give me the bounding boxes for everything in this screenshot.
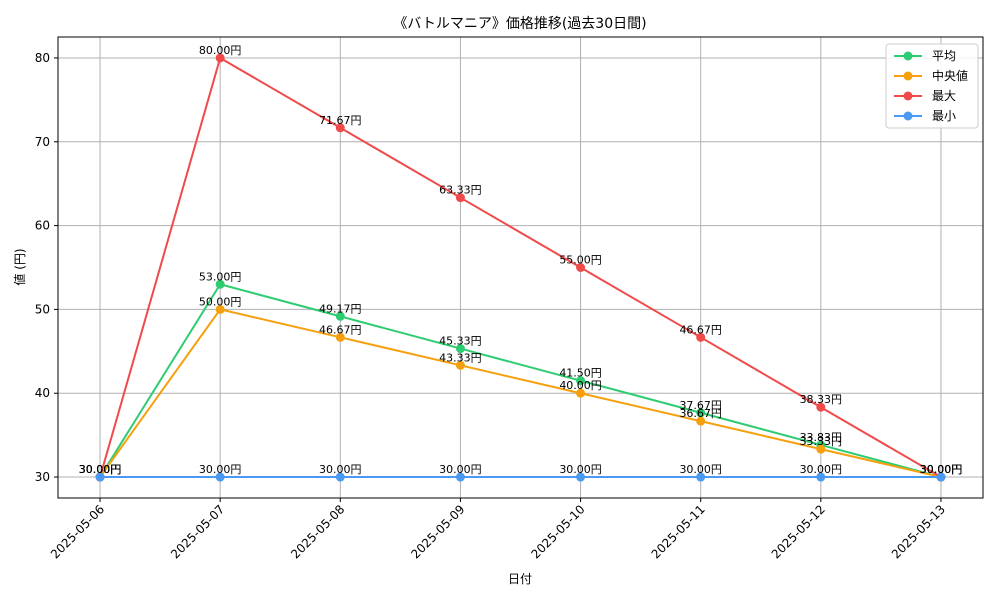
data-point [696, 408, 706, 418]
data-label: 63.33円 [439, 184, 482, 197]
legend-marker [903, 71, 913, 81]
data-point [455, 360, 465, 370]
x-tick-label: 2025-05-07 [168, 502, 227, 561]
data-label: 33.33円 [800, 435, 843, 448]
data-label: 36.67円 [679, 407, 722, 420]
data-point [455, 344, 465, 354]
data-point [696, 332, 706, 342]
data-label: 80.00円 [199, 44, 242, 57]
legend-label: 最小 [932, 109, 956, 123]
data-point [455, 472, 465, 482]
data-label: 40.00円 [559, 379, 602, 392]
series-group [95, 53, 946, 482]
legend-marker [903, 111, 913, 121]
legend-label: 中央値 [932, 68, 968, 83]
data-label: 41.50円 [559, 367, 602, 380]
data-label: 43.33円 [439, 351, 482, 364]
data-label: 55.00円 [559, 254, 602, 267]
data-point [816, 444, 826, 454]
y-tick-label: 70 [35, 135, 50, 149]
x-axis-label: 日付 [508, 572, 532, 586]
x-tick-label: 2025-05-06 [48, 502, 107, 561]
data-label: 46.67円 [679, 323, 722, 336]
data-labels: 30.00円 53.00円 49.17円 45.33円 41.50円 37.67円 33.8… [79, 44, 962, 476]
x-tick-label: 2025-05-12 [769, 502, 828, 561]
x-tick-label: 2025-05-09 [408, 502, 467, 561]
plot-frame [57, 36, 984, 499]
data-label: 30.00円 [920, 463, 963, 476]
data-label: 30.00円 [800, 463, 843, 476]
data-point [576, 263, 586, 272]
data-point [95, 472, 105, 482]
y-tick-label: 50 [35, 302, 50, 316]
data-point [816, 402, 826, 412]
grid-lines [58, 37, 983, 498]
x-tick-label: 2025-05-13 [889, 502, 948, 561]
data-label: 30.00円 [319, 463, 362, 476]
data-point [215, 472, 225, 482]
data-label: 45.33円 [439, 335, 482, 348]
data-label: 38.33円 [800, 393, 843, 406]
legend-box [885, 43, 979, 129]
data-point [576, 376, 586, 386]
legend-marker [903, 91, 913, 101]
y-tick-label: 30 [35, 470, 50, 484]
data-label: 30.00円 [79, 463, 122, 476]
data-label: 53.00円 [199, 270, 242, 283]
data-point [816, 472, 826, 482]
x-tick-label: 2025-05-08 [288, 502, 347, 561]
y-tick-label: 60 [35, 219, 50, 233]
data-label: 30.00円 [679, 463, 722, 476]
data-point [335, 123, 345, 133]
data-point [696, 472, 706, 482]
data-label: 30.00円 [920, 463, 963, 476]
data-point [335, 311, 345, 321]
data-point [215, 53, 225, 63]
data-label: 46.67円 [319, 323, 362, 336]
data-label: 30.00円 [79, 463, 122, 476]
axes: 30 40 50 60 70 80 2025-05-06 2025-05-07 2025-05-… [35, 36, 984, 561]
data-label: 33.83円 [800, 431, 843, 444]
series-line [99, 308, 942, 479]
legend-label: 最大 [932, 89, 956, 103]
chart-title: 《バトルマニア》価格推移(過去30日間) [393, 16, 646, 32]
x-tick-label: 2025-05-11 [649, 502, 708, 561]
data-label: 30.00円 [920, 463, 963, 476]
x-tick-label: 2025-05-10 [528, 502, 587, 561]
data-point [576, 472, 586, 482]
data-point [335, 332, 345, 342]
data-label: 37.67円 [679, 399, 722, 412]
y-tick-label: 80 [35, 51, 50, 65]
data-label: 50.00円 [199, 295, 242, 308]
data-point [455, 193, 465, 203]
data-point [936, 472, 946, 482]
data-label: 71.67円 [319, 114, 362, 127]
data-label: 30.00円 [559, 463, 602, 476]
data-label: 30.00円 [199, 463, 242, 476]
series-line [99, 56, 942, 478]
data-point [215, 304, 225, 314]
data-label: 30.00円 [79, 463, 122, 476]
data-label: 49.17円 [319, 302, 362, 315]
data-point [696, 416, 706, 426]
legend-marker [903, 51, 913, 61]
data-label: 30.00円 [79, 463, 122, 476]
legend-label: 平均 [932, 49, 956, 63]
data-point [335, 472, 345, 482]
y-tick-label: 40 [35, 386, 50, 400]
data-label: 30.00円 [920, 463, 963, 476]
y-axis-label: 値 (円) [12, 248, 27, 285]
series-line [99, 283, 942, 479]
data-point [576, 388, 586, 398]
data-point [215, 279, 225, 289]
data-label: 30.00円 [439, 463, 482, 476]
